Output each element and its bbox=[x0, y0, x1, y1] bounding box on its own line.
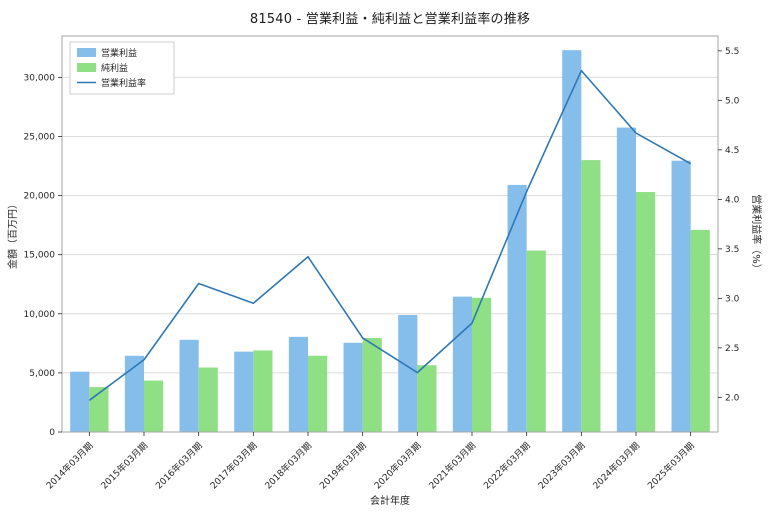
bar-net-profit bbox=[89, 387, 109, 432]
bar-operating-profit bbox=[288, 336, 308, 432]
y-left-tick-label: 30,000 bbox=[24, 73, 56, 83]
legend-swatch-net-profit bbox=[77, 63, 96, 72]
x-tick-label: 2015年03月期 bbox=[98, 440, 150, 492]
y-right-tick-label: 3.5 bbox=[725, 245, 739, 255]
bar-net-profit bbox=[526, 250, 546, 432]
bar-operating-profit bbox=[124, 355, 144, 432]
x-axis-label: 会計年度 bbox=[370, 494, 410, 507]
bar-net-profit bbox=[198, 367, 218, 432]
legend-swatch-operating-profit bbox=[77, 48, 96, 57]
bar-operating-profit bbox=[507, 184, 527, 432]
x-tick-label: 2019年03月期 bbox=[317, 440, 369, 492]
x-tick-label: 2017年03月期 bbox=[208, 440, 260, 492]
bar-operating-profit bbox=[179, 339, 199, 432]
y-right-tick-label: 2.0 bbox=[725, 393, 740, 403]
y-right-tick-label: 4.5 bbox=[725, 146, 739, 156]
bar-operating-profit bbox=[234, 351, 254, 432]
y-left-tick-label: 15,000 bbox=[24, 251, 56, 261]
y-left-tick-label: 10,000 bbox=[24, 310, 56, 320]
x-tick-label: 2024年03月期 bbox=[590, 440, 642, 492]
y-left-tick-label: 5,000 bbox=[29, 369, 55, 379]
x-tick-label: 2023年03月期 bbox=[536, 440, 588, 492]
legend-label-net-profit: 純利益 bbox=[101, 62, 128, 74]
x-tick-label: 2020年03月期 bbox=[372, 440, 424, 492]
y-left-tick-label: 20,000 bbox=[24, 192, 56, 202]
y-left-tick-label: 0 bbox=[49, 428, 55, 438]
bar-net-profit bbox=[472, 297, 492, 432]
bar-operating-profit bbox=[562, 50, 582, 433]
y-left-axis-label: 金額（百万円） bbox=[6, 199, 19, 269]
y-right-axis-label: 営業利益率（%） bbox=[750, 194, 763, 274]
chart-title: 81540 - 営業利益・純利益と営業利益率の推移 bbox=[249, 12, 531, 27]
x-tick-label: 2014年03月期 bbox=[44, 440, 96, 492]
x-tick-label: 2016年03月期 bbox=[153, 440, 205, 492]
y-right-tick-label: 3.0 bbox=[725, 294, 740, 304]
bar-net-profit bbox=[308, 355, 328, 432]
y-right-tick-label: 2.5 bbox=[725, 344, 739, 354]
y-left-tick-label: 25,000 bbox=[24, 132, 56, 142]
legend-label-operating-margin: 営業利益率 bbox=[101, 77, 146, 89]
y-right-tick-label: 4.0 bbox=[725, 195, 740, 205]
bar-operating-profit bbox=[671, 160, 691, 432]
y-right-tick-label: 5.5 bbox=[725, 47, 739, 57]
legend-label-operating-profit: 営業利益 bbox=[101, 47, 137, 59]
line-operating-margin bbox=[88, 69, 692, 401]
plot-border bbox=[61, 35, 719, 433]
bar-net-profit bbox=[144, 380, 164, 432]
bar-net-profit bbox=[636, 192, 656, 432]
x-tick-label: 2022年03月期 bbox=[481, 440, 533, 492]
y-right-tick-label: 5.0 bbox=[725, 96, 740, 106]
bar-net-profit bbox=[417, 365, 437, 432]
x-tick-label: 2025年03月期 bbox=[645, 440, 697, 492]
chart-canvas: 0 5,000 10,000 15,000 20,000 25,000 30,000 2.0 2… bbox=[6, 35, 763, 507]
bar-net-profit bbox=[253, 350, 273, 432]
bar-net-profit bbox=[581, 160, 601, 433]
bar-operating-profit bbox=[616, 127, 636, 432]
x-tick-label: 2021年03月期 bbox=[426, 440, 478, 492]
bar-operating-profit bbox=[70, 371, 90, 432]
bar-operating-profit bbox=[343, 342, 363, 432]
bar-operating-profit bbox=[452, 296, 472, 432]
bar-net-profit bbox=[362, 338, 382, 432]
bar-operating-profit bbox=[398, 314, 418, 432]
x-tick-label: 2018年03月期 bbox=[262, 440, 314, 492]
bar-net-profit bbox=[690, 229, 710, 432]
